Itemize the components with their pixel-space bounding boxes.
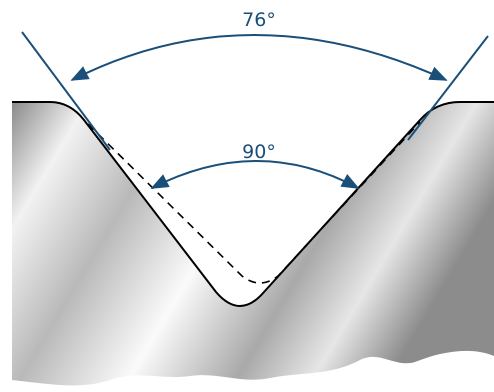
- outer-angle-label: 76°: [242, 9, 276, 31]
- right-76-reference-line: [407, 35, 489, 141]
- left-76-reference-line: [21, 31, 111, 151]
- inner-angle-label: 90°: [242, 141, 276, 163]
- dashed-90-profile: [87, 121, 421, 284]
- inner-angle-arc: [150, 160, 360, 189]
- outer-angle-arc: [70, 34, 448, 81]
- groove-outline: [12, 101, 494, 307]
